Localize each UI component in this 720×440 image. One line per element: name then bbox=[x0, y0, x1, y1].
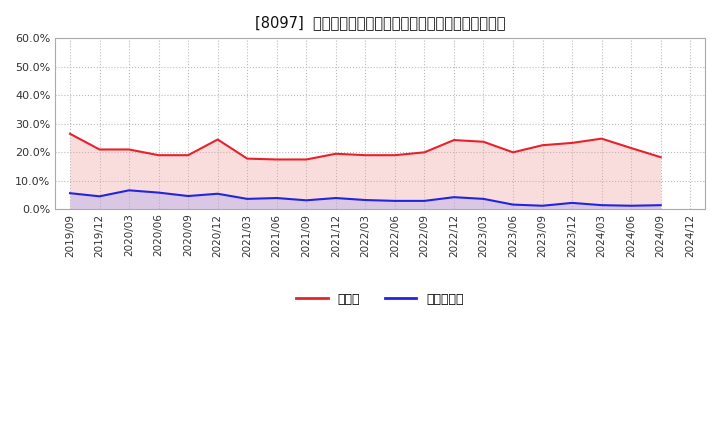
有利子負債 bbox=[509, 202, 518, 207]
有利子負債 bbox=[480, 196, 488, 202]
現預金 bbox=[95, 147, 104, 152]
有利子負債 bbox=[95, 194, 104, 199]
現預金 bbox=[390, 153, 399, 158]
現預金 bbox=[66, 131, 74, 136]
現預金 bbox=[243, 156, 251, 161]
有利子負債 bbox=[390, 198, 399, 204]
現預金 bbox=[184, 153, 192, 158]
Legend: 現預金, 有利子負債: 現預金, 有利子負債 bbox=[292, 288, 469, 311]
有利子負債 bbox=[361, 198, 369, 203]
有利子負債 bbox=[331, 195, 340, 201]
現預金 bbox=[509, 150, 518, 155]
有利子負債 bbox=[568, 200, 577, 205]
有利子負債 bbox=[272, 195, 281, 201]
現預金 bbox=[154, 153, 163, 158]
現預金 bbox=[449, 137, 458, 143]
現預金 bbox=[539, 143, 547, 148]
有利子負債 bbox=[627, 203, 636, 209]
現預金 bbox=[657, 154, 665, 160]
現預金 bbox=[125, 147, 133, 152]
Line: 現預金: 現預金 bbox=[70, 134, 661, 159]
現預金 bbox=[272, 157, 281, 162]
Line: 有利子負債: 有利子負債 bbox=[70, 191, 661, 206]
有利子負債 bbox=[125, 188, 133, 193]
有利子負債 bbox=[539, 203, 547, 209]
有利子負債 bbox=[154, 190, 163, 195]
現預金 bbox=[627, 145, 636, 150]
現預金 bbox=[568, 140, 577, 146]
Title: [8097]  現預金、有利子負債の総資産に対する比率の推移: [8097] 現預金、有利子負債の総資産に対する比率の推移 bbox=[255, 15, 505, 30]
現預金 bbox=[331, 151, 340, 156]
有利子負債 bbox=[598, 202, 606, 208]
現預金 bbox=[420, 150, 428, 155]
有利子負債 bbox=[420, 198, 428, 204]
現預金 bbox=[361, 153, 369, 158]
現預金 bbox=[598, 136, 606, 141]
有利子負債 bbox=[302, 198, 310, 203]
有利子負債 bbox=[213, 191, 222, 196]
有利子負債 bbox=[243, 196, 251, 202]
現預金 bbox=[213, 137, 222, 142]
有利子負債 bbox=[66, 191, 74, 196]
有利子負債 bbox=[184, 194, 192, 199]
有利子負債 bbox=[449, 194, 458, 200]
現預金 bbox=[302, 157, 310, 162]
有利子負債 bbox=[657, 202, 665, 208]
現預金 bbox=[480, 139, 488, 144]
